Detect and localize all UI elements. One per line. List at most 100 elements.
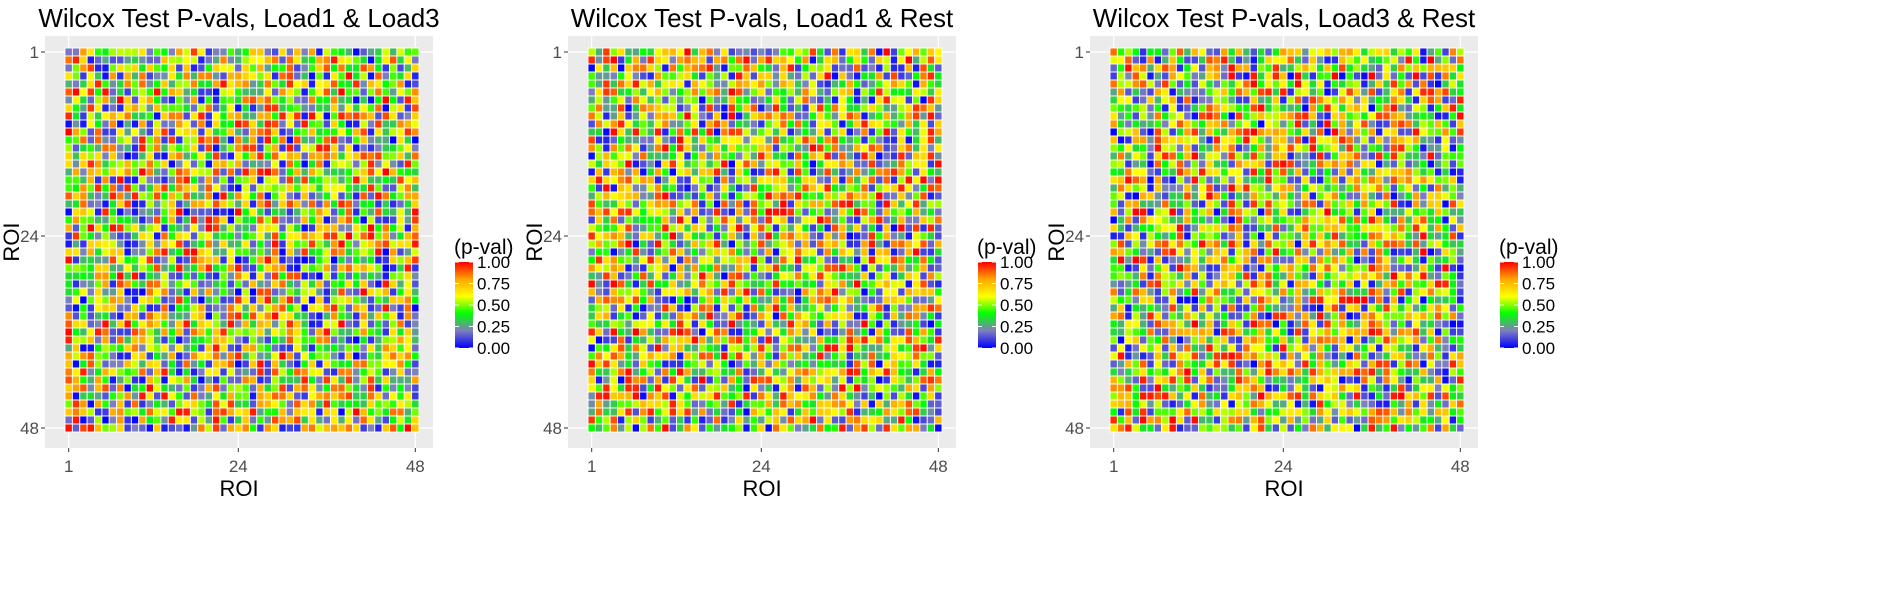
heatmap-cell bbox=[653, 63, 663, 73]
heatmap-cell bbox=[79, 223, 88, 233]
heatmap-cell bbox=[845, 215, 854, 225]
heatmap-cell bbox=[145, 231, 154, 241]
heatmap-cell bbox=[764, 343, 773, 353]
heatmap-cell bbox=[727, 159, 736, 169]
heatmap-cell bbox=[175, 375, 184, 385]
heatmap-cell bbox=[661, 167, 670, 177]
heatmap-cell bbox=[160, 199, 169, 209]
heatmap-cell bbox=[801, 79, 810, 89]
heatmap-cell bbox=[875, 231, 884, 241]
heatmap-cell bbox=[271, 391, 280, 401]
heatmap-cell bbox=[875, 255, 884, 265]
heatmap-cell bbox=[639, 407, 648, 417]
heatmap-cell bbox=[1220, 71, 1229, 81]
heatmap-cell bbox=[668, 279, 677, 289]
heatmap-cell bbox=[587, 391, 596, 401]
heatmap-cell bbox=[889, 183, 899, 193]
heatmap-cell bbox=[1426, 87, 1435, 97]
heatmap-cell bbox=[263, 191, 272, 201]
heatmap-cell bbox=[1382, 55, 1391, 65]
heatmap-cell bbox=[705, 247, 714, 257]
heatmap-cell bbox=[771, 95, 781, 105]
heatmap-cell bbox=[256, 319, 265, 329]
heatmap-cell bbox=[359, 119, 368, 129]
heatmap-cell bbox=[307, 151, 317, 161]
heatmap-cell bbox=[359, 423, 368, 433]
heatmap-cell bbox=[668, 127, 677, 137]
heatmap-cell bbox=[116, 279, 125, 289]
heatmap-cell bbox=[130, 175, 140, 185]
heatmap-cell bbox=[79, 159, 88, 169]
heatmap-cell bbox=[366, 391, 376, 401]
heatmap-cell bbox=[256, 271, 265, 281]
heatmap-cell bbox=[71, 183, 81, 193]
heatmap-cell bbox=[1434, 47, 1443, 57]
heatmap-cell bbox=[182, 343, 191, 353]
heatmap-cell bbox=[204, 215, 213, 225]
heatmap-cell bbox=[278, 215, 287, 225]
heatmap-cell bbox=[845, 335, 854, 345]
heatmap-cell bbox=[71, 351, 81, 361]
heatmap-cell bbox=[234, 335, 243, 345]
heatmap-cell bbox=[617, 47, 626, 57]
heatmap-cell bbox=[352, 375, 361, 385]
heatmap-cell bbox=[315, 199, 324, 209]
heatmap-cell bbox=[919, 95, 928, 105]
heatmap-cell bbox=[860, 167, 869, 177]
heatmap-cell bbox=[130, 271, 140, 281]
heatmap-cell bbox=[167, 199, 177, 209]
heatmap-cell bbox=[624, 311, 633, 321]
heatmap-cell bbox=[757, 311, 766, 321]
heatmap-cell bbox=[875, 271, 884, 281]
heatmap-cell bbox=[101, 391, 110, 401]
heatmap-cell bbox=[381, 71, 390, 81]
heatmap-cell bbox=[808, 279, 818, 289]
heatmap-cell bbox=[175, 311, 184, 321]
heatmap-cell bbox=[823, 223, 832, 233]
heatmap-cell bbox=[1153, 55, 1163, 65]
heatmap-cell bbox=[786, 287, 795, 297]
heatmap-cell bbox=[411, 207, 420, 217]
heatmap-cell bbox=[330, 279, 339, 289]
heatmap-cell bbox=[322, 311, 331, 321]
heatmap-cell bbox=[219, 191, 228, 201]
heatmap-cell bbox=[94, 111, 103, 121]
heatmap-cell bbox=[683, 95, 692, 105]
heatmap-cell bbox=[79, 279, 88, 289]
heatmap-cell bbox=[396, 271, 405, 281]
heatmap-cell bbox=[830, 391, 840, 401]
heatmap-cell bbox=[71, 375, 81, 385]
heatmap-cell bbox=[108, 303, 118, 313]
heatmap-cell bbox=[212, 63, 221, 73]
heatmap-cell bbox=[79, 383, 88, 393]
heatmap-cell bbox=[153, 311, 162, 321]
heatmap-cell bbox=[661, 127, 670, 137]
heatmap-cell bbox=[278, 231, 287, 241]
heatmap-cell bbox=[838, 407, 847, 417]
heatmap-cell bbox=[808, 271, 818, 281]
heatmap-cell bbox=[130, 127, 140, 137]
heatmap-cell bbox=[1411, 47, 1421, 57]
heatmap-cell bbox=[602, 255, 611, 265]
heatmap-cell bbox=[587, 47, 596, 57]
heatmap-cell bbox=[639, 423, 648, 433]
heatmap-cell bbox=[830, 327, 840, 337]
heatmap-cell bbox=[808, 303, 818, 313]
heatmap-cell bbox=[293, 263, 302, 273]
heatmap-cell bbox=[322, 135, 331, 145]
heatmap-cell bbox=[138, 263, 147, 273]
heatmap-cell bbox=[212, 311, 221, 321]
heatmap-cell bbox=[816, 191, 825, 201]
heatmap-cell bbox=[234, 359, 243, 369]
heatmap-cell bbox=[720, 239, 729, 249]
heatmap-cell bbox=[293, 375, 302, 385]
heatmap-cell bbox=[631, 287, 641, 297]
heatmap-cell bbox=[293, 351, 302, 361]
heatmap-cell bbox=[79, 295, 88, 305]
heatmap-cell bbox=[396, 159, 405, 169]
heatmap-cell bbox=[668, 143, 677, 153]
heatmap-cell bbox=[86, 215, 95, 225]
heatmap-cell bbox=[330, 415, 339, 425]
heatmap-cell bbox=[786, 415, 795, 425]
heatmap-cell bbox=[816, 271, 825, 281]
